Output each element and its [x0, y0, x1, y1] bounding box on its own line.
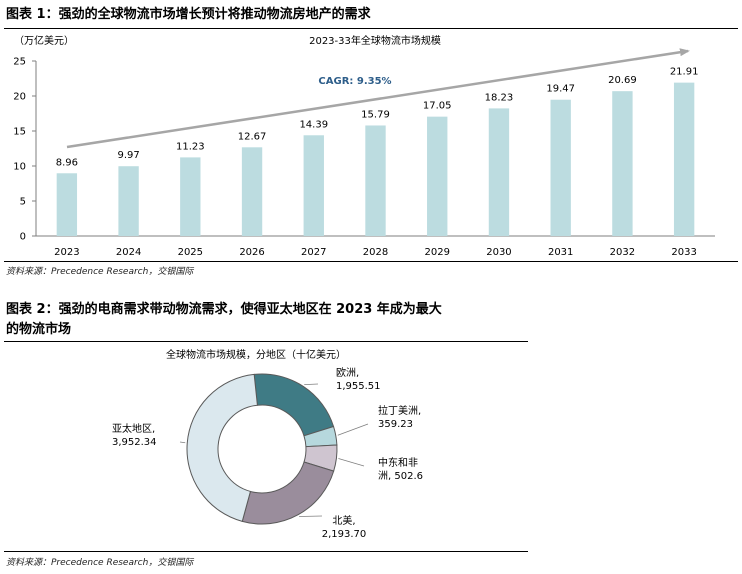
- chart1-cagr-arrow: [66, 48, 690, 149]
- chart1-y-tick-label: 0: [20, 232, 26, 243]
- chart1-bar: [118, 166, 139, 236]
- chart2-title: 全球物流市场规模，分地区（十亿美元）: [166, 348, 346, 361]
- chart1-data-label: 14.39: [299, 119, 328, 130]
- chart1-x-tick-label: 2028: [363, 247, 388, 258]
- chart2-slice: [241, 461, 335, 525]
- chart2-slice-value: 359.23: [378, 419, 413, 430]
- chart1-bar: [612, 91, 633, 236]
- figure2-source: 资料来源：Precedence Research，交银国际: [6, 558, 194, 568]
- chart1-x-tick-label: 2030: [486, 247, 511, 258]
- chart1-x-tick-label: 2023: [54, 247, 79, 258]
- chart1-x-tick-label: 2024: [116, 247, 141, 258]
- figure2-title-line2: 的物流市场: [6, 322, 72, 337]
- chart1-x-tick-label: 2032: [610, 247, 635, 258]
- chart2-slice: [253, 373, 335, 437]
- chart2-leader-line: [338, 458, 365, 467]
- figure2-bottom-rule: [4, 551, 528, 552]
- chart1-data-label: 8.96: [56, 157, 78, 168]
- figure1-source: 资料来源：Precedence Research，交银国际: [6, 267, 194, 277]
- figure2-title-line1: 图表 2：强劲的电商需求带动物流需求，使得亚太地区在 2023 年成为最大: [6, 302, 442, 317]
- chart2-slice-label: 北美,: [332, 514, 355, 527]
- chart1-x-tick-label: 2033: [671, 247, 696, 258]
- figure2-title-rule: [4, 341, 528, 342]
- chart2-leader-line: [337, 423, 369, 436]
- chart2-slice-label: 中东和非: [378, 456, 418, 469]
- chart1-data-label: 21.91: [670, 67, 699, 78]
- chart2-slice-value: 1,955.51: [336, 381, 381, 392]
- chart1-y-tick-label: 15: [13, 127, 26, 138]
- chart1-y-axis-label: （万亿美元）: [14, 34, 74, 47]
- chart1-data-label: 9.97: [117, 150, 139, 161]
- chart2-leader-line: [179, 441, 186, 444]
- chart1-bar: [180, 157, 201, 236]
- chart1-bar: [241, 147, 263, 236]
- chart1-bar: [303, 135, 324, 236]
- chart1-bar: [56, 173, 78, 236]
- chart1-data-label: 20.69: [608, 75, 637, 86]
- chart1-bar: [427, 116, 448, 236]
- chart1-bar: [673, 82, 695, 236]
- chart1-x-tick-label: 2025: [178, 247, 203, 258]
- chart1-data-label: 15.79: [361, 109, 390, 120]
- chart2-slice-label: 欧洲,: [336, 367, 359, 379]
- chart1-y-tick-label: 5: [20, 197, 26, 208]
- chart1-data-label: 18.23: [485, 92, 514, 103]
- chart1-y-tick-label: 10: [13, 162, 26, 173]
- chart1-bar: [550, 99, 571, 237]
- chart1-title: 2023-33年全球物流市场规模: [309, 34, 441, 47]
- chart1-bar: [365, 125, 386, 236]
- chart2-slice-value: 3,952.34: [112, 437, 157, 448]
- chart1-x-tick-label: 2031: [548, 247, 573, 258]
- chart2-slice: [186, 373, 258, 522]
- chart2-slice-value: 2,193.70: [322, 529, 367, 540]
- chart1-data-label: 12.67: [238, 131, 267, 142]
- figure1-bottom-rule: [4, 261, 738, 262]
- chart1-bar: [488, 108, 510, 236]
- chart1-cagr-annotation: CAGR: 9.35%: [318, 76, 391, 87]
- chart1-data-label: 11.23: [176, 141, 205, 152]
- chart1-y-tick-label: 25: [13, 57, 26, 68]
- chart2-slice-label: 拉丁美洲,: [378, 404, 421, 417]
- chart1-data-label: 19.47: [546, 84, 575, 95]
- chart2-leader-line: [304, 383, 319, 386]
- chart1-data-label: 17.05: [423, 101, 452, 112]
- chart2-slice-label: 亚太地区,: [112, 422, 155, 435]
- chart2-slice-value: 洲, 502.6: [378, 470, 423, 482]
- figure1-title: 图表 1：强劲的全球物流市场增长预计将推动物流房地产的需求: [6, 7, 371, 22]
- chart1-y-tick-label: 20: [13, 92, 26, 103]
- chart1-x-tick-label: 2026: [239, 247, 264, 258]
- chart1-x-tick-label: 2027: [301, 247, 326, 258]
- figure1-title-rule: [4, 28, 738, 29]
- chart1-x-tick-label: 2029: [425, 247, 450, 258]
